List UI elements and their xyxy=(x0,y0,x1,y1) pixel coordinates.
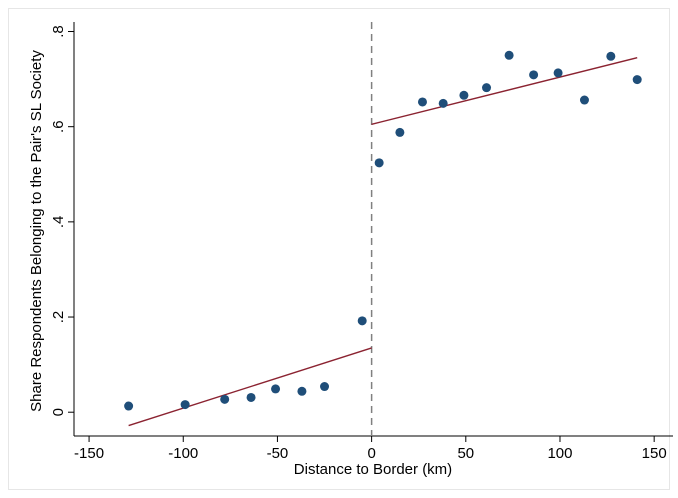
data-point xyxy=(320,382,330,392)
data-point xyxy=(553,68,563,78)
y-tick-label: 0 xyxy=(50,408,67,416)
data-point xyxy=(357,316,367,326)
x-axis-label: Distance to Border (km) xyxy=(294,461,452,478)
data-point xyxy=(606,51,616,61)
data-point xyxy=(438,98,448,108)
fit-line xyxy=(128,347,372,427)
data-point xyxy=(374,158,384,168)
y-axis-label: Share Respondents Belonging to the Pair'… xyxy=(28,50,45,412)
data-point xyxy=(529,70,539,80)
data-point xyxy=(246,392,256,402)
y-tick-label: .6 xyxy=(50,120,67,133)
data-point xyxy=(180,400,190,410)
y-tick-label: .4 xyxy=(50,216,67,229)
x-tick-label: 150 xyxy=(642,445,667,462)
x-tick-label: 100 xyxy=(547,445,572,462)
x-tick-label: -100 xyxy=(168,445,198,462)
y-tick-label: .2 xyxy=(50,311,67,324)
x-tick-label: 0 xyxy=(367,445,375,462)
data-point xyxy=(220,394,230,404)
data-point xyxy=(482,83,492,93)
chart-frame xyxy=(8,8,670,490)
fit-line xyxy=(371,57,638,125)
data-point xyxy=(417,97,427,107)
data-point xyxy=(459,90,469,100)
data-point xyxy=(124,401,134,411)
data-point xyxy=(297,386,307,396)
data-point xyxy=(579,95,589,105)
plot-layer: -150 -100 -50 0 50 100 150 0 .2 .4 .6 .8 xyxy=(50,22,673,462)
y-tick-label: .8 xyxy=(50,25,67,38)
data-point xyxy=(271,384,281,394)
x-tick-label: -50 xyxy=(267,445,289,462)
x-tick-label: 50 xyxy=(457,445,474,462)
data-point xyxy=(395,127,405,137)
data-point xyxy=(504,50,514,60)
data-point xyxy=(632,75,642,85)
x-tick-label: -150 xyxy=(74,445,104,462)
